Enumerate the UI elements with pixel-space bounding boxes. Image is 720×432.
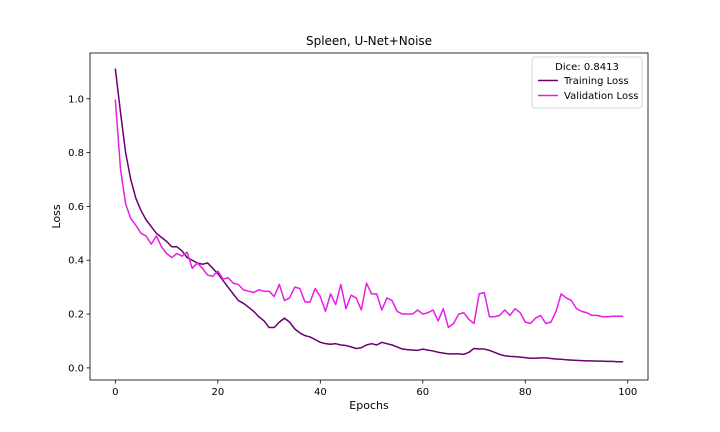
y-tick-label: 0.6 [68, 202, 84, 213]
series-line-validation-loss [114, 99, 624, 329]
chart-title: Spleen, U-Net+Noise [306, 34, 432, 48]
x-axis-label: Epochs [349, 399, 389, 412]
legend-box [531, 56, 643, 109]
legend-title: Dice: 0.8413 [555, 62, 619, 73]
y-tick-label: 0.8 [68, 148, 84, 159]
x-tick-label: 80 [519, 387, 532, 398]
legend-label-validation-loss: Validation Loss [564, 91, 639, 102]
x-tick-label: 60 [416, 387, 429, 398]
plot-area: 0 20 40 60 80 100 0.0 0.2 0.4 0.6 0.8 1.0 Epochs Loss [50, 52, 649, 412]
series-line-training-loss [114, 68, 624, 363]
legend-label-training-loss: Training Loss [563, 76, 629, 87]
axes-frame [89, 52, 649, 381]
x-tick-label: 100 [618, 387, 637, 398]
y-tick-label: 0.2 [68, 310, 84, 321]
x-tick-label: 0 [112, 387, 118, 398]
y-tick-label: 0.4 [68, 256, 84, 267]
x-tick-label: 20 [211, 387, 224, 398]
legend: Dice: 0.8413 Training Loss Validation Loss [531, 56, 643, 109]
x-tick-label: 40 [314, 387, 327, 398]
y-tick-label: 0.0 [68, 363, 84, 374]
y-tick-label: 1.0 [68, 94, 84, 105]
y-axis-label: Loss [50, 204, 63, 228]
